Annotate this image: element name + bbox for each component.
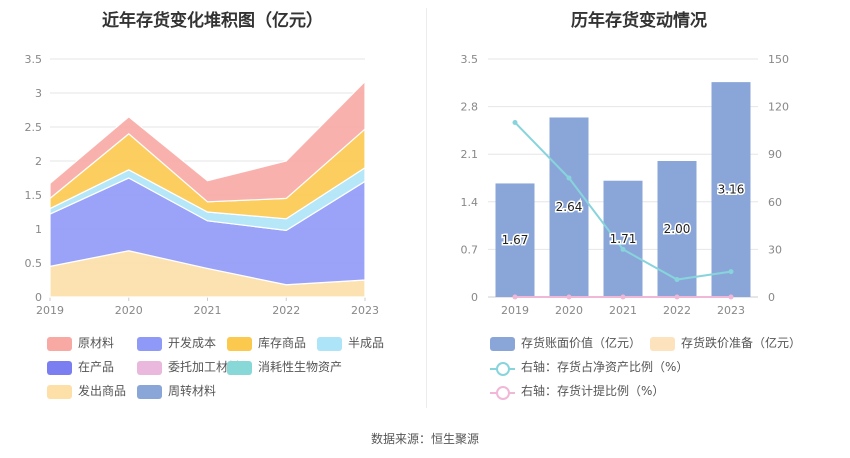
point-存货占净资产比例 <box>728 269 734 275</box>
legend-item-发出商品[interactable]: 发出商品 <box>47 383 126 399</box>
left-y-tick-label: 0 <box>35 291 42 304</box>
legend-label: 消耗性生物资产 <box>258 360 343 374</box>
bar-data-label: 2.00 <box>664 222 691 236</box>
legend-item-右轴：存货占净资产比例（%）[interactable]: 右轴：存货占净资产比例（%） <box>490 359 689 376</box>
legend-swatch <box>137 360 162 375</box>
legend-item-在产品[interactable]: 在产品 <box>47 359 114 375</box>
bar-存货账面价值 <box>603 180 643 297</box>
point-存货计提比例 <box>566 294 572 300</box>
legend-item-消耗性生物资产[interactable]: 消耗性生物资产 <box>227 359 342 375</box>
right-y2-tick-label: 0 <box>768 291 775 304</box>
legend-label: 周转材料 <box>168 384 217 398</box>
legend-item-右轴：存货计提比例（%）[interactable]: 右轴：存货计提比例（%） <box>490 383 665 400</box>
legend-item-周转材料[interactable]: 周转材料 <box>137 383 216 399</box>
panel-divider <box>426 8 427 408</box>
right-x-tick-label: 2023 <box>717 304 745 317</box>
bar-data-label: 2.64 <box>556 200 583 214</box>
legend-swatch <box>490 361 515 376</box>
legend-swatch <box>227 336 252 351</box>
legend-swatch <box>317 336 342 351</box>
legend-label: 半成品 <box>348 336 385 350</box>
point-存货占净资产比例 <box>620 246 626 252</box>
data-source-text: 数据来源：恒生聚源 <box>370 432 479 446</box>
bar-存货账面价值 <box>549 117 589 297</box>
point-存货计提比例 <box>620 294 626 300</box>
point-存货占净资产比例 <box>512 119 518 125</box>
point-存货计提比例 <box>728 294 734 300</box>
area-原材料 <box>49 79 366 203</box>
legend-label: 原材料 <box>78 336 115 350</box>
bar-存货账面价值 <box>711 82 751 298</box>
bar-存货账面价值 <box>657 161 697 297</box>
left-x-tick-label: 2021 <box>194 304 222 317</box>
left-x-tick-label: 2022 <box>272 304 300 317</box>
point-存货占净资产比例 <box>674 277 680 283</box>
bar-data-label: 3.16 <box>718 183 745 197</box>
bar-data-label: 1.71 <box>610 232 637 246</box>
legend-label: 存货账面价值（亿元） <box>521 336 642 350</box>
point-存货计提比例 <box>674 294 680 300</box>
legend-label: 开发成本 <box>168 336 217 350</box>
legend-item-半成品[interactable]: 半成品 <box>317 335 384 351</box>
bar-data-label: 1.67 <box>502 233 529 247</box>
stacked-area-chart: 0 0.5 1 1.5 2 2.5 3 3.5 2019 2020 2021 2022 2023 <box>25 53 380 317</box>
left-x-tick-label: 2019 <box>36 304 64 317</box>
right-y2-tick-label: 30 <box>768 243 782 256</box>
left-x-tick-label: 2023 <box>351 304 379 317</box>
right-x-tick-label: 2020 <box>555 304 583 317</box>
right-y-tick-label: 2.8 <box>461 101 479 114</box>
point-存货计提比例 <box>512 294 518 300</box>
right-x-tick-label: 2021 <box>609 304 637 317</box>
point-存货占净资产比例 <box>566 175 572 181</box>
left-y-tick-label: 3.5 <box>25 53 43 66</box>
legend-item-委托加工材料[interactable]: 委托加工材料 <box>137 359 240 375</box>
legend-swatch <box>490 336 515 351</box>
legend-label: 发出商品 <box>78 384 127 398</box>
inventory-bar-line-chart: 0 0.7 1.4 2.1 2.8 3.5 0 30 60 90 120 150 2019 2020 202… <box>461 53 790 317</box>
left-y-tick-label: 1.5 <box>25 189 43 202</box>
right-y-tick-label: 2.1 <box>461 148 479 161</box>
legend-item-存货账面价值（亿元）[interactable]: 存货账面价值（亿元） <box>490 335 641 351</box>
legend-item-存货跌价准备（亿元）[interactable]: 存货跌价准备（亿元） <box>650 335 801 351</box>
left-y-tick-label: 1 <box>35 223 42 236</box>
right-y2-tick-label: 90 <box>768 148 782 161</box>
legend-swatch <box>137 384 162 399</box>
right-y-tick-label: 1.4 <box>461 196 479 209</box>
legend-swatch <box>47 384 72 399</box>
right-chart-panel: 历年存货变动情况 0 0.7 1.4 2.1 2.8 3.5 0 30 60 90 120 150 20… <box>428 0 850 420</box>
right-y-tick-label: 0 <box>471 291 478 304</box>
legend-item-原材料[interactable]: 原材料 <box>47 335 114 351</box>
legend-label: 委托加工材料 <box>168 360 241 374</box>
legend-swatch <box>47 360 72 375</box>
legend-label: 在产品 <box>78 360 115 374</box>
legend-label: 右轴：存货占净资产比例（%） <box>521 360 689 374</box>
left-y-tick-label: 0.5 <box>25 257 43 270</box>
right-y2-tick-label: 120 <box>768 101 789 114</box>
legend-label: 右轴：存货计提比例（%） <box>521 384 665 398</box>
legend-swatch <box>650 336 675 351</box>
right-x-tick-label: 2022 <box>663 304 691 317</box>
legend-item-库存商品[interactable]: 库存商品 <box>227 335 306 351</box>
legend-item-开发成本[interactable]: 开发成本 <box>137 335 216 351</box>
left-y-tick-label: 3 <box>35 87 42 100</box>
right-x-tick-label: 2019 <box>501 304 529 317</box>
right-chart-title: 历年存货变动情况 <box>571 11 707 31</box>
legend-swatch <box>137 336 162 351</box>
legend-swatch <box>227 360 252 375</box>
left-chart-title: 近年存货变化堆积图（亿元） <box>102 11 323 31</box>
legend-label: 存货跌价准备（亿元） <box>681 336 802 350</box>
legend-label: 库存商品 <box>258 336 307 350</box>
left-chart-panel: 近年存货变化堆积图（亿元） 0 0.5 1 1.5 2 2.5 3 3.5 2019 2020 20… <box>0 0 425 420</box>
legend-swatch <box>490 385 515 400</box>
right-y-tick-label: 3.5 <box>461 53 479 66</box>
left-y-tick-label: 2 <box>35 155 42 168</box>
right-y2-tick-label: 60 <box>768 196 782 209</box>
bar-存货账面价值 <box>495 183 535 297</box>
right-y-tick-label: 0.7 <box>461 243 479 256</box>
left-x-tick-label: 2020 <box>115 304 143 317</box>
right-y2-tick-label: 150 <box>768 53 789 66</box>
legend-swatch <box>47 336 72 351</box>
left-y-tick-label: 2.5 <box>25 121 43 134</box>
